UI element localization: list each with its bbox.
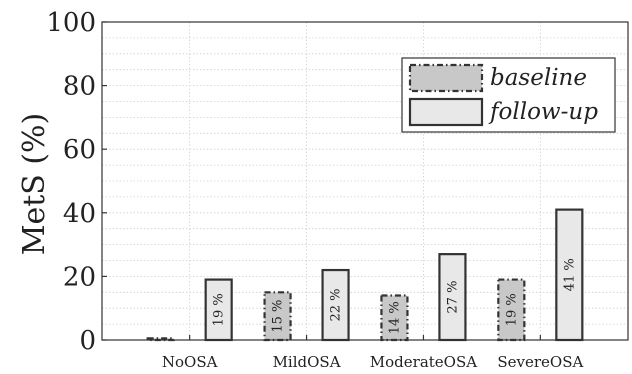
- legend-swatch-follow-up: [408, 97, 484, 127]
- y-tick-label: 60: [63, 135, 96, 165]
- x-tick-label: SevereOSA: [497, 353, 583, 371]
- x-tick-label: ModerateOSA: [370, 353, 477, 371]
- legend-swatch-baseline: [408, 63, 484, 93]
- bar-data-label: 22 %: [329, 289, 344, 322]
- bar-data-label: 14 %: [387, 301, 402, 334]
- x-tick-label: MildOSA: [273, 353, 341, 371]
- bar-data-label: 19 %: [212, 293, 227, 326]
- bar-data-label: 41 %: [562, 258, 577, 291]
- y-tick-label: 100: [46, 8, 96, 38]
- y-axis-label: MetS (%): [17, 113, 52, 256]
- y-tick-label: 20: [63, 262, 96, 292]
- bar-data-label: 27 %: [445, 281, 460, 314]
- y-tick-label: 80: [63, 72, 96, 102]
- x-tick-label: NoOSA: [162, 353, 218, 371]
- plot-frame: [101, 21, 629, 341]
- bar-follow-up-SevereOSA: [555, 208, 584, 342]
- bar-data-label: 15 %: [271, 300, 286, 333]
- bars: 15 % 14 % 19 % 19 % 22 % 27 % 41 %: [146, 208, 584, 342]
- y-tick-label: 0: [79, 326, 96, 356]
- bar-follow-up-MildOSA: [321, 268, 350, 342]
- y-tick-label: 40: [63, 199, 96, 229]
- legend: baseline follow-up: [401, 57, 616, 133]
- legend-label-baseline: baseline: [490, 65, 587, 91]
- legend-label-follow-up: follow-up: [488, 99, 598, 125]
- bar-data-label: 19 %: [504, 293, 519, 326]
- axes: 0 20 40 60 80 100 NoOSA MildOSA ModerateOSA Sever…: [46, 8, 629, 371]
